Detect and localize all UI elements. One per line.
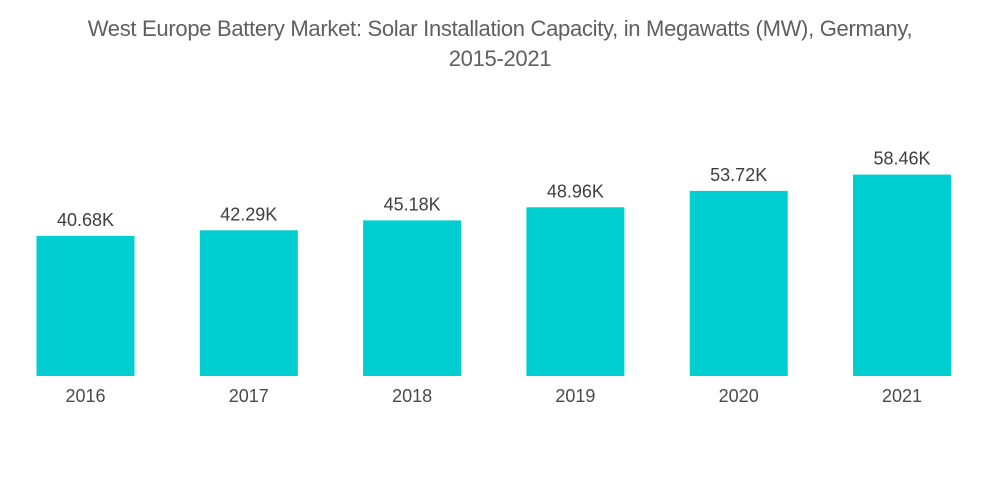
value-label-2019: 48.96K — [547, 181, 604, 201]
chart-title: West Europe Battery Market: Solar Instal… — [0, 14, 1000, 74]
bar-2020 — [689, 190, 788, 376]
category-label-2020: 2020 — [719, 386, 759, 406]
category-label-2018: 2018 — [392, 386, 432, 406]
value-label-2018: 45.18K — [384, 194, 441, 214]
chart-title-line-1: West Europe Battery Market: Solar Instal… — [87, 16, 913, 41]
chart-title-line-2: 2015-2021 — [448, 46, 552, 71]
value-label-2021: 58.46K — [873, 149, 930, 169]
category-label-2019: 2019 — [555, 386, 595, 406]
bar-2018 — [363, 220, 462, 376]
category-label-2017: 2017 — [229, 386, 269, 406]
category-label-2021: 2021 — [882, 386, 922, 406]
value-label-2016: 40.68K — [57, 210, 114, 230]
value-label-2017: 42.29K — [220, 204, 277, 224]
bar-2016 — [36, 235, 135, 376]
bar-2017 — [199, 230, 298, 376]
bar-2019 — [526, 207, 625, 376]
bar-2021 — [853, 174, 951, 376]
category-label-2016: 2016 — [65, 386, 105, 406]
value-label-2020: 53.72K — [710, 165, 767, 185]
